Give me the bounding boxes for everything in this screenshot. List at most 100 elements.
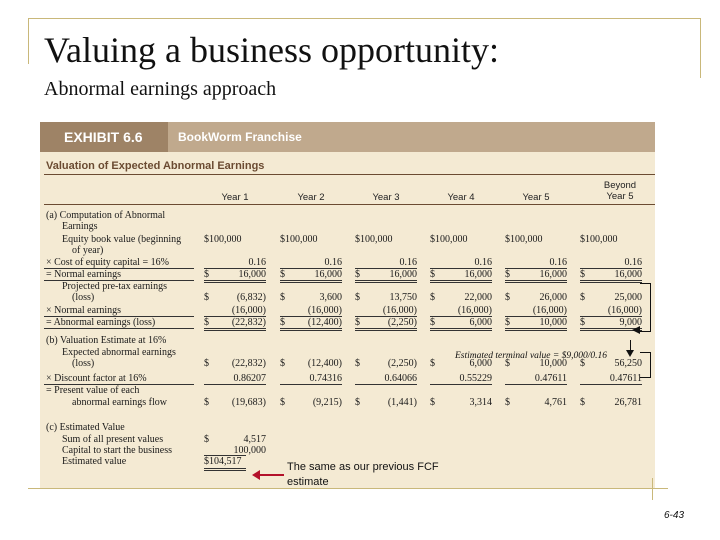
- section-a-heading-cont: Earnings: [62, 221, 98, 232]
- bracket-connector-1: [640, 283, 651, 332]
- double-underline-abn-6: [580, 330, 642, 331]
- cell-abn-col-5: $10,000: [505, 317, 567, 328]
- slide-subtitle: Abnormal earnings approach: [44, 78, 277, 100]
- double-underline-normal-1: [204, 282, 266, 283]
- label-rule-abn: [44, 328, 194, 329]
- underline-normal2-1: [204, 316, 266, 317]
- cell-exp-col-1: $ (22,832): [204, 358, 266, 369]
- label-normal-earnings: = Normal earnings: [46, 269, 122, 280]
- col-header-beyond: Beyond Year 5: [603, 180, 637, 202]
- value-sum-pv: $4,517: [204, 434, 266, 445]
- col-header-year-3: Year 3: [372, 192, 400, 203]
- double-underline-abn-1: [204, 330, 266, 331]
- cell-coc-col-6: 0.16: [624, 257, 643, 268]
- col-header-year-5: Year 5: [522, 192, 550, 203]
- cell-equity-col-3: $100,000: [355, 234, 393, 245]
- label-normal-earnings-2: × Normal earnings: [46, 305, 122, 316]
- label-abnormal-earnings: = Abnormal earnings (loss): [46, 317, 156, 328]
- cell-pv-col-2: $ (9,215): [280, 397, 342, 408]
- label-estimated-value: Estimated value: [62, 456, 127, 467]
- cell-abn-col-2: $ (12,400): [280, 317, 342, 328]
- underline-normal2-6: [580, 316, 642, 317]
- exhibit-tag: EXHIBIT 6.6: [40, 122, 168, 152]
- label-rule-normal: [44, 280, 194, 281]
- down-arrow-stem: [630, 340, 631, 350]
- label-present-value: = Present value of each: [46, 385, 140, 396]
- cell-equity-col-5: $100,000: [505, 234, 543, 245]
- arrow-left-icon: [632, 326, 640, 334]
- underline-coc-6: [580, 268, 642, 269]
- cell-normal-col-3: $16,000: [355, 269, 417, 280]
- double-underline-normal-6: [580, 282, 642, 283]
- label-sum-pv: Sum of all present values: [62, 434, 164, 445]
- cell-coc-col-1: 0.16: [248, 257, 267, 268]
- double-underline-normal-6: [580, 280, 642, 281]
- double-underline-normal-2: [280, 282, 342, 283]
- section-b-heading: (b) Valuation Estimate at 16%: [46, 335, 167, 346]
- underline-normal2-5: [505, 316, 567, 317]
- label-capital: Capital to start the business: [62, 445, 172, 456]
- col-header-year-1: Year 1: [221, 192, 249, 203]
- cell-df-col-5: 0.47611: [534, 373, 567, 384]
- double-underline-normal-4: [430, 280, 492, 281]
- cell-normal-col-5: $16,000: [505, 269, 567, 280]
- col-header-year-4: Year 4: [447, 192, 475, 203]
- frame-right-line: [700, 18, 701, 78]
- cell-normal2-col-5: (16,000): [532, 305, 567, 316]
- underline-normal2-4: [430, 316, 492, 317]
- label-rule-normal2: [44, 316, 194, 317]
- label-equity-cont: of year): [72, 245, 104, 256]
- cell-normal-col-1: $16,000: [204, 269, 266, 280]
- cell-proj-col-1: $ (6,832): [204, 292, 266, 303]
- page-number: 6-43: [664, 510, 685, 521]
- double-underline-normal-1: [204, 280, 266, 281]
- bracket-connector-2: [640, 352, 651, 378]
- cell-pv-col-6: $26,781: [580, 397, 642, 408]
- label-discount-factor: × Discount factor at 16%: [46, 373, 147, 384]
- cell-coc-col-4: 0.16: [474, 257, 493, 268]
- label-rule-df: [44, 384, 194, 385]
- double-underline-normal-2: [280, 280, 342, 281]
- cell-abn-col-6: $9,000: [580, 317, 642, 328]
- double-underline-estimated: [204, 468, 246, 469]
- double-underline-abn-6: [580, 328, 642, 329]
- double-underline-abn-5: [505, 328, 567, 329]
- double-underline-abn-4: [430, 328, 492, 329]
- cell-coc-col-3: 0.16: [399, 257, 418, 268]
- cell-equity-col-2: $100,000: [280, 234, 318, 245]
- cell-normal-col-4: $16,000: [430, 269, 492, 280]
- frame-bottom-tick: [652, 478, 653, 500]
- underline-coc-3: [355, 268, 417, 269]
- cell-normal-col-2: $16,000: [280, 269, 342, 280]
- double-underline-abn-1: [204, 328, 266, 329]
- cell-exp-col-5: $10,000: [505, 358, 567, 369]
- label-cost-of-equity: × Cost of equity capital = 16%: [46, 257, 169, 268]
- cell-df-col-4: 0.55229: [459, 373, 493, 384]
- double-underline-abn-5: [505, 330, 567, 331]
- cell-df-col-2: 0.74316: [309, 373, 343, 384]
- cell-pv-col-1: $ (19,683): [204, 397, 266, 408]
- underline-df-6: [580, 384, 642, 385]
- cell-equity-col-1: $100,000: [204, 234, 242, 245]
- cell-normal2-col-1: (16,000): [231, 305, 266, 316]
- cell-coc-col-2: 0.16: [324, 257, 343, 268]
- underline-coc-2: [280, 268, 342, 269]
- exhibit-subhead: Valuation of Expected Abnormal Earnings: [46, 160, 265, 172]
- underline-df-5: [505, 384, 567, 385]
- cell-df-col-3: 0.64066: [384, 373, 418, 384]
- double-underline-normal-4: [430, 282, 492, 283]
- underline-df-1: [204, 384, 266, 385]
- cell-normal2-col-3: (16,000): [382, 305, 417, 316]
- cell-df-col-6: 0.47611: [609, 373, 642, 384]
- label-equity: Equity book value (beginning: [62, 234, 182, 245]
- header-rule-top: [44, 174, 655, 175]
- cell-proj-col-6: $25,000: [580, 292, 642, 303]
- cell-abn-col-4: $6,000: [430, 317, 492, 328]
- cell-normal-col-6: $16,000: [580, 269, 642, 280]
- double-underline-normal-3: [355, 282, 417, 283]
- cell-df-col-1: 0.86207: [233, 373, 267, 384]
- label-expected-cont: (loss): [72, 358, 95, 369]
- double-underline-abn-2: [280, 330, 342, 331]
- cell-normal2-col-6: (16,000): [607, 305, 642, 316]
- double-underline-normal-5: [505, 280, 567, 281]
